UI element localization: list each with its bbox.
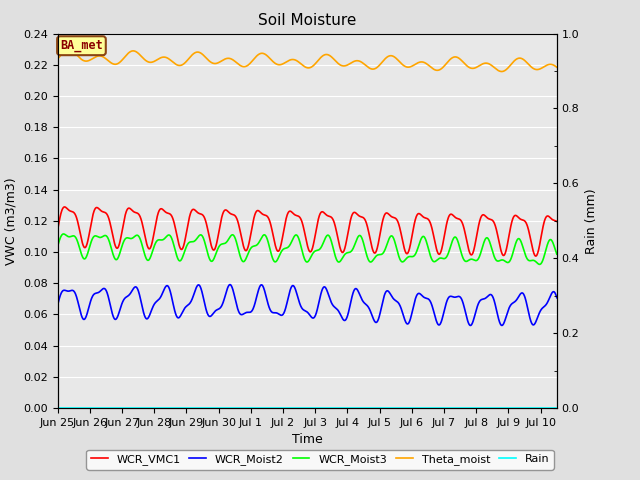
WCR_Moist2 <box>553 295 561 300</box>
WCR_Moist3 <box>536 262 543 267</box>
Theta_moist <box>539 65 547 71</box>
X-axis label: Time: Time <box>292 433 323 446</box>
WCR_Moist3 <box>539 257 547 263</box>
Theta_moist <box>65 47 73 52</box>
WCR_VMC1 <box>553 218 561 224</box>
Theta_moist <box>447 56 455 61</box>
Legend: WCR_VMC1, WCR_Moist2, WCR_Moist3, Theta_moist, Rain: WCR_VMC1, WCR_Moist2, WCR_Moist3, Theta_… <box>86 450 554 469</box>
Line: WCR_VMC1: WCR_VMC1 <box>58 207 557 256</box>
Rain <box>284 405 291 411</box>
WCR_VMC1 <box>539 226 547 232</box>
Theta_moist <box>498 69 506 74</box>
WCR_Moist2 <box>79 316 87 322</box>
WCR_Moist2 <box>284 299 291 304</box>
WCR_VMC1 <box>284 212 291 217</box>
Rain <box>553 405 561 411</box>
Theta_moist <box>297 60 305 66</box>
Line: WCR_Moist2: WCR_Moist2 <box>58 285 557 325</box>
Rain <box>538 405 546 411</box>
Line: WCR_Moist3: WCR_Moist3 <box>58 234 557 264</box>
Text: BA_met: BA_met <box>60 39 103 52</box>
WCR_Moist3 <box>297 242 305 248</box>
WCR_VMC1 <box>61 204 68 210</box>
Rain <box>447 405 454 411</box>
WCR_Moist3 <box>54 244 61 250</box>
WCR_Moist3 <box>553 251 561 257</box>
Rain <box>54 405 61 411</box>
WCR_Moist2 <box>447 293 455 299</box>
Title: Soil Moisture: Soil Moisture <box>258 13 356 28</box>
Theta_moist <box>553 64 561 70</box>
WCR_VMC1 <box>297 216 305 221</box>
WCR_Moist2 <box>539 305 547 311</box>
WCR_VMC1 <box>79 243 87 249</box>
Theta_moist <box>284 59 291 64</box>
Line: Theta_moist: Theta_moist <box>58 49 557 72</box>
WCR_Moist3 <box>60 231 67 237</box>
WCR_Moist2 <box>226 282 234 288</box>
WCR_Moist3 <box>284 245 291 251</box>
WCR_Moist3 <box>447 242 455 248</box>
WCR_Moist3 <box>539 258 547 264</box>
Rain <box>79 405 87 411</box>
Y-axis label: Rain (mm): Rain (mm) <box>585 188 598 253</box>
Rain <box>296 405 304 411</box>
WCR_VMC1 <box>447 211 455 217</box>
WCR_VMC1 <box>539 225 547 230</box>
Rain <box>538 405 546 411</box>
WCR_Moist3 <box>79 255 87 261</box>
WCR_Moist2 <box>539 305 547 311</box>
WCR_VMC1 <box>54 227 61 233</box>
WCR_Moist2 <box>297 303 305 309</box>
WCR_Moist2 <box>54 302 61 308</box>
Y-axis label: VWC (m3/m3): VWC (m3/m3) <box>4 177 17 264</box>
Theta_moist <box>79 58 87 63</box>
WCR_Moist2 <box>467 323 474 328</box>
Theta_moist <box>54 56 61 62</box>
Theta_moist <box>539 65 547 71</box>
WCR_VMC1 <box>532 253 540 259</box>
